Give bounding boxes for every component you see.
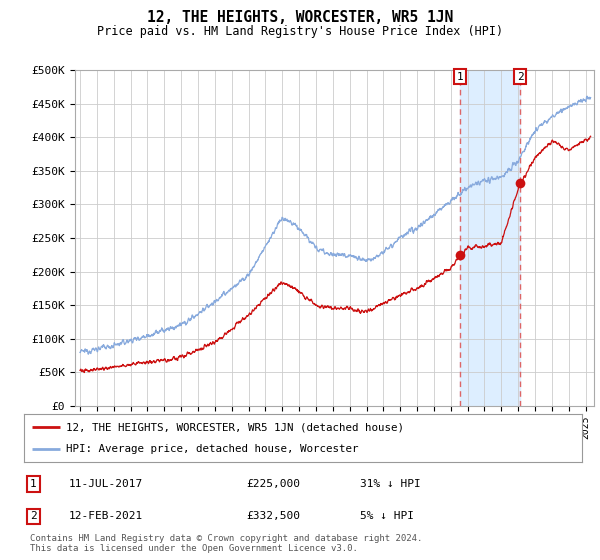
Text: HPI: Average price, detached house, Worcester: HPI: Average price, detached house, Worc…: [66, 444, 358, 454]
Text: 5% ↓ HPI: 5% ↓ HPI: [360, 511, 414, 521]
Text: 2: 2: [517, 72, 524, 82]
Text: 12-FEB-2021: 12-FEB-2021: [69, 511, 143, 521]
Text: Price paid vs. HM Land Registry's House Price Index (HPI): Price paid vs. HM Land Registry's House …: [97, 25, 503, 38]
Bar: [460, 70, 520, 406]
Text: £332,500: £332,500: [246, 511, 300, 521]
Text: 1: 1: [30, 479, 37, 489]
Text: 12, THE HEIGHTS, WORCESTER, WR5 1JN (detached house): 12, THE HEIGHTS, WORCESTER, WR5 1JN (det…: [66, 422, 404, 432]
Text: £225,000: £225,000: [246, 479, 300, 489]
Text: 31% ↓ HPI: 31% ↓ HPI: [360, 479, 421, 489]
Text: 12, THE HEIGHTS, WORCESTER, WR5 1JN: 12, THE HEIGHTS, WORCESTER, WR5 1JN: [147, 10, 453, 25]
Text: 2: 2: [30, 511, 37, 521]
Text: Contains HM Land Registry data © Crown copyright and database right 2024.
This d: Contains HM Land Registry data © Crown c…: [30, 534, 422, 553]
Text: 1: 1: [457, 72, 463, 82]
Text: 11-JUL-2017: 11-JUL-2017: [69, 479, 143, 489]
